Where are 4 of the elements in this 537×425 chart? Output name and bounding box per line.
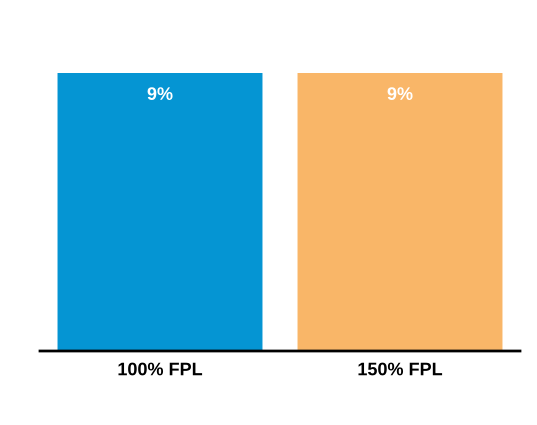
data-label: 9% [388,87,413,100]
x-tick-label: 100% FPL [118,362,202,376]
x-tick-label: 150% FPL [358,362,442,376]
data-label: 9% [148,87,173,100]
